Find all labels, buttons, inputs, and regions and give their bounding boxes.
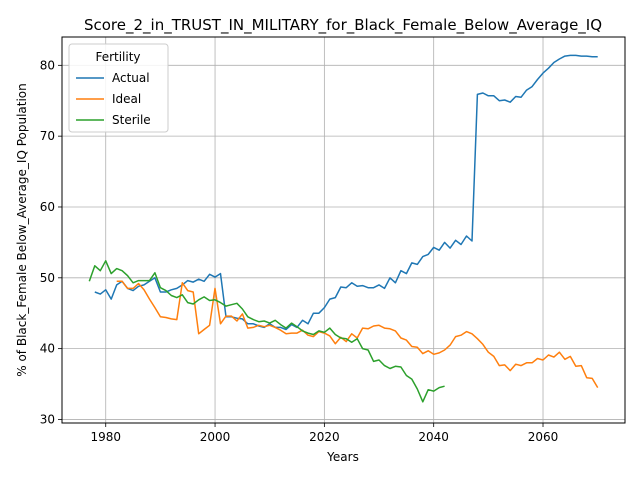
y-axis-label: % of Black_Female Below_Average_IQ Popul…: [15, 83, 29, 377]
series-lines: [88, 54, 599, 403]
y-tick-label: 80: [40, 58, 55, 72]
x-tick-label: 1980: [90, 430, 121, 444]
y-tick-label: 50: [40, 271, 55, 285]
x-tick-label: 2020: [309, 430, 340, 444]
legend-item-ideal: Ideal: [76, 92, 141, 106]
x-tick-label: 2060: [528, 430, 559, 444]
legend-title: Fertility: [95, 50, 140, 64]
chart-title: Score_2_in_TRUST_IN_MILITARY_for_Black_F…: [84, 16, 602, 35]
legend-label-sterile: Sterile: [112, 113, 151, 127]
legend-items: Actual Ideal Sterile: [76, 71, 151, 127]
y-tick-label: 60: [40, 200, 55, 214]
x-tick-label: 2000: [200, 430, 231, 444]
plot-frame: [61, 36, 626, 424]
legend-label-ideal: Ideal: [112, 92, 141, 106]
legend: Fertility Actual Ideal Sterile: [68, 43, 169, 133]
y-tick-label: 30: [40, 412, 55, 426]
x-tick-label: 2040: [418, 430, 449, 444]
axis-ticks: 1980 2000 2020 2040 2060 30 40 50 60 70 80: [40, 58, 559, 444]
legend-item-actual: Actual: [76, 71, 150, 85]
grid: [62, 37, 625, 423]
legend-item-sterile: Sterile: [76, 113, 151, 127]
series-line-sterile: [88, 260, 445, 403]
legend-box: [68, 43, 169, 133]
y-tick-label: 70: [40, 129, 55, 143]
legend-label-actual: Actual: [112, 71, 150, 85]
x-axis-label: Years: [326, 450, 359, 464]
y-tick-label: 40: [40, 342, 55, 356]
series-line-actual: [94, 54, 598, 331]
